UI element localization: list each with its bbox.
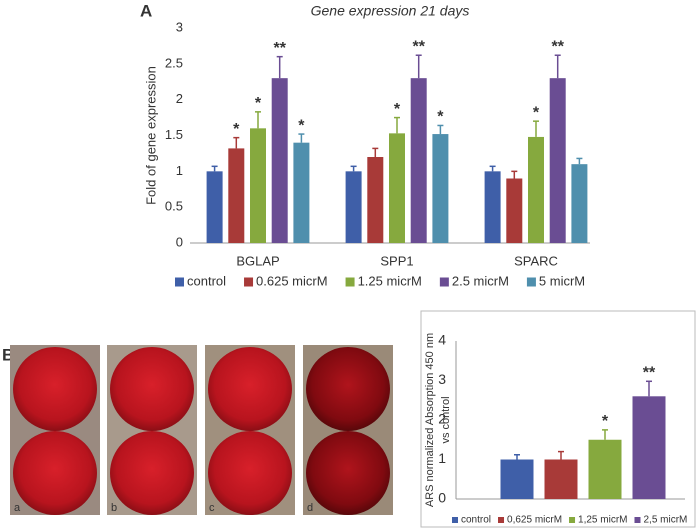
photo <box>205 345 295 515</box>
bar <box>228 148 245 243</box>
bar <box>345 171 362 243</box>
legend-swatch <box>498 517 505 523</box>
significance: ** <box>412 38 425 55</box>
y-tick-label: 0 <box>438 490 446 506</box>
photo-label: b <box>111 502 117 514</box>
y-tick-label: 3 <box>438 371 446 387</box>
y-tick-label: 1 <box>438 450 446 466</box>
legend-swatch <box>452 517 458 523</box>
y-axis-label: ARS normalized Absorption 450 nm <box>424 333 436 507</box>
photo-label: c <box>209 502 215 514</box>
chart-title: Gene expression 21 days <box>311 3 470 19</box>
legend-swatch <box>634 517 641 523</box>
bar <box>484 171 501 243</box>
y-tick-label: 0 <box>176 234 183 249</box>
significance: ** <box>643 365 656 382</box>
bar <box>432 134 449 243</box>
significance: * <box>233 121 240 138</box>
y-tick-label: 1.5 <box>165 127 183 142</box>
bar <box>389 133 405 243</box>
bar <box>549 78 566 244</box>
significance: ** <box>273 40 286 57</box>
bar <box>293 142 310 243</box>
bar <box>588 439 622 499</box>
bar <box>506 178 523 243</box>
significance: * <box>394 101 401 118</box>
legend-label: 1,25 micrM <box>578 515 627 526</box>
bar <box>250 128 266 243</box>
legend-label: 2.5 micrM <box>452 273 509 288</box>
photos <box>10 345 393 515</box>
y-tick-label: 2 <box>438 411 446 427</box>
photo-label: d <box>307 502 313 514</box>
y-tick-label: 0.5 <box>165 199 183 214</box>
y-tick-label: 3 <box>176 19 183 34</box>
photo <box>303 345 393 515</box>
y-tick-label: 2.5 <box>165 55 183 70</box>
bar <box>271 78 288 244</box>
bar <box>632 396 666 499</box>
legend-swatch <box>526 277 536 287</box>
significance: ** <box>551 38 564 55</box>
legend-label: 5 micrM <box>539 273 585 288</box>
legend-swatch <box>439 277 449 287</box>
photo <box>107 345 197 515</box>
chart-frame <box>420 310 696 528</box>
significance: * <box>255 95 262 112</box>
legend-label: 1.25 micrM <box>358 273 422 288</box>
y-axis-label: Fold of gene expression <box>143 66 158 205</box>
significance: * <box>298 117 305 134</box>
x-tick-label: SPP1 <box>380 253 413 268</box>
y-tick-label: 2 <box>176 91 183 106</box>
bar <box>410 78 427 244</box>
significance: * <box>533 104 540 121</box>
y-tick-label: 4 <box>438 332 446 348</box>
bar <box>528 136 544 243</box>
legend-label: 2,5 micrM <box>643 515 687 526</box>
x-tick-label: SPARC <box>514 253 558 268</box>
legend-swatch <box>569 517 576 523</box>
bar <box>500 459 534 499</box>
x-tick-label: BGLAP <box>236 253 279 268</box>
legend-label: 0.625 micrM <box>256 273 328 288</box>
bar <box>367 157 384 243</box>
bar <box>571 164 588 243</box>
legend-label: control <box>461 515 491 526</box>
bar <box>206 171 223 243</box>
legend-swatch <box>244 277 254 287</box>
significance: * <box>602 413 609 430</box>
legend-swatch <box>345 277 355 287</box>
legend-label: 0,625 micrM <box>507 515 562 526</box>
y-tick-label: 1 <box>176 163 183 178</box>
legend-label: control <box>187 273 226 288</box>
bar <box>544 459 578 499</box>
photo-label: a <box>14 502 21 514</box>
photo <box>10 345 100 515</box>
y-axis-label: vs control <box>440 396 452 443</box>
legend-swatch <box>175 277 184 287</box>
significance: * <box>437 109 444 126</box>
panel-label: A <box>140 1 152 20</box>
